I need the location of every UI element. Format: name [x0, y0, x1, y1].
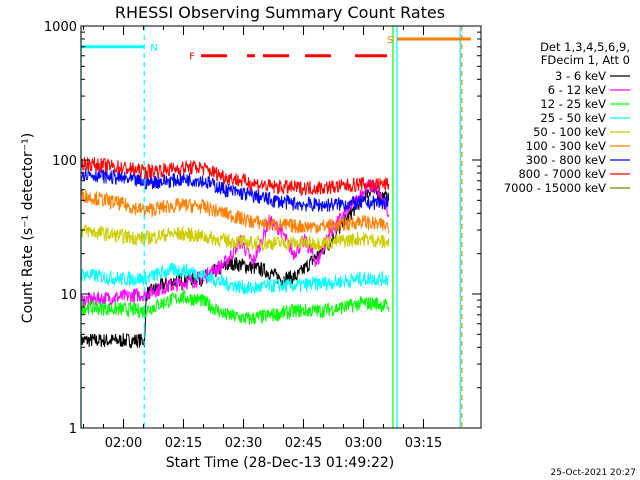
- y-tick-label-1: 10: [60, 288, 77, 303]
- y-tick-label-0: 1: [69, 422, 77, 437]
- marker-s-label: S: [387, 35, 393, 46]
- legend-entry-label-2: 12 - 25 keV: [540, 97, 606, 111]
- series-line-7: [80, 155, 390, 197]
- marker-n-label: N: [150, 43, 157, 54]
- x-tick-label-0: 02:00: [105, 436, 142, 451]
- x-tick-label-4: 03:00: [345, 436, 382, 451]
- x-tick-label-1: 02:15: [165, 436, 202, 451]
- plot-frame: [80, 25, 482, 429]
- series-line-2: [80, 288, 390, 325]
- x-tick-label-3: 02:45: [285, 436, 322, 451]
- series-line-4: [80, 224, 390, 253]
- series-line-6: [80, 167, 390, 212]
- legend-entry-label-7: 800 - 7000 keV: [518, 167, 606, 181]
- legend-entry-label-8: 7000 - 15000 keV: [504, 181, 606, 195]
- y-axis-label: Count Rate (s⁻¹ detector⁻¹): [20, 133, 36, 323]
- legend-entry-label-1: 6 - 12 keV: [548, 83, 606, 97]
- legend-entry-label-0: 3 - 6 keV: [555, 69, 606, 83]
- series-line-0: [80, 184, 390, 349]
- plot-area: N S F 1 10 100 1000 02:00 02:15 02:30 02:45 03:00 03…: [44, 20, 482, 451]
- legend-header-1: FDecim 1, Att 0: [541, 53, 630, 67]
- legend: Det 1,3,4,5,6,9,FDecim 1, Att 0 3 - 6 keV…: [504, 40, 630, 195]
- y-tick-label-3: 1000: [44, 20, 77, 35]
- legend-header-0: Det 1,3,4,5,6,9,: [540, 40, 630, 54]
- chart-title: RHESSI Observing Summary Count Rates: [115, 3, 445, 22]
- x-tick-label-5: 03:15: [405, 436, 442, 451]
- marker-f-label: F: [189, 52, 195, 63]
- y-tick-label-2: 100: [52, 154, 77, 169]
- legend-entry-label-3: 25 - 50 keV: [540, 111, 606, 125]
- footer-timestamp: 25-Oct-2021 20:27: [551, 468, 636, 478]
- legend-entry-label-5: 100 - 300 keV: [526, 139, 606, 153]
- series-line-3: [80, 261, 390, 295]
- x-axis-label: Start Time (28-Dec-13 01:49:22): [166, 455, 394, 471]
- legend-entry-label-4: 50 - 100 keV: [533, 125, 606, 139]
- x-tick-label-2: 02:30: [225, 436, 262, 451]
- legend-entry-label-6: 300 - 800 keV: [526, 153, 606, 167]
- series-line-5: [80, 188, 390, 234]
